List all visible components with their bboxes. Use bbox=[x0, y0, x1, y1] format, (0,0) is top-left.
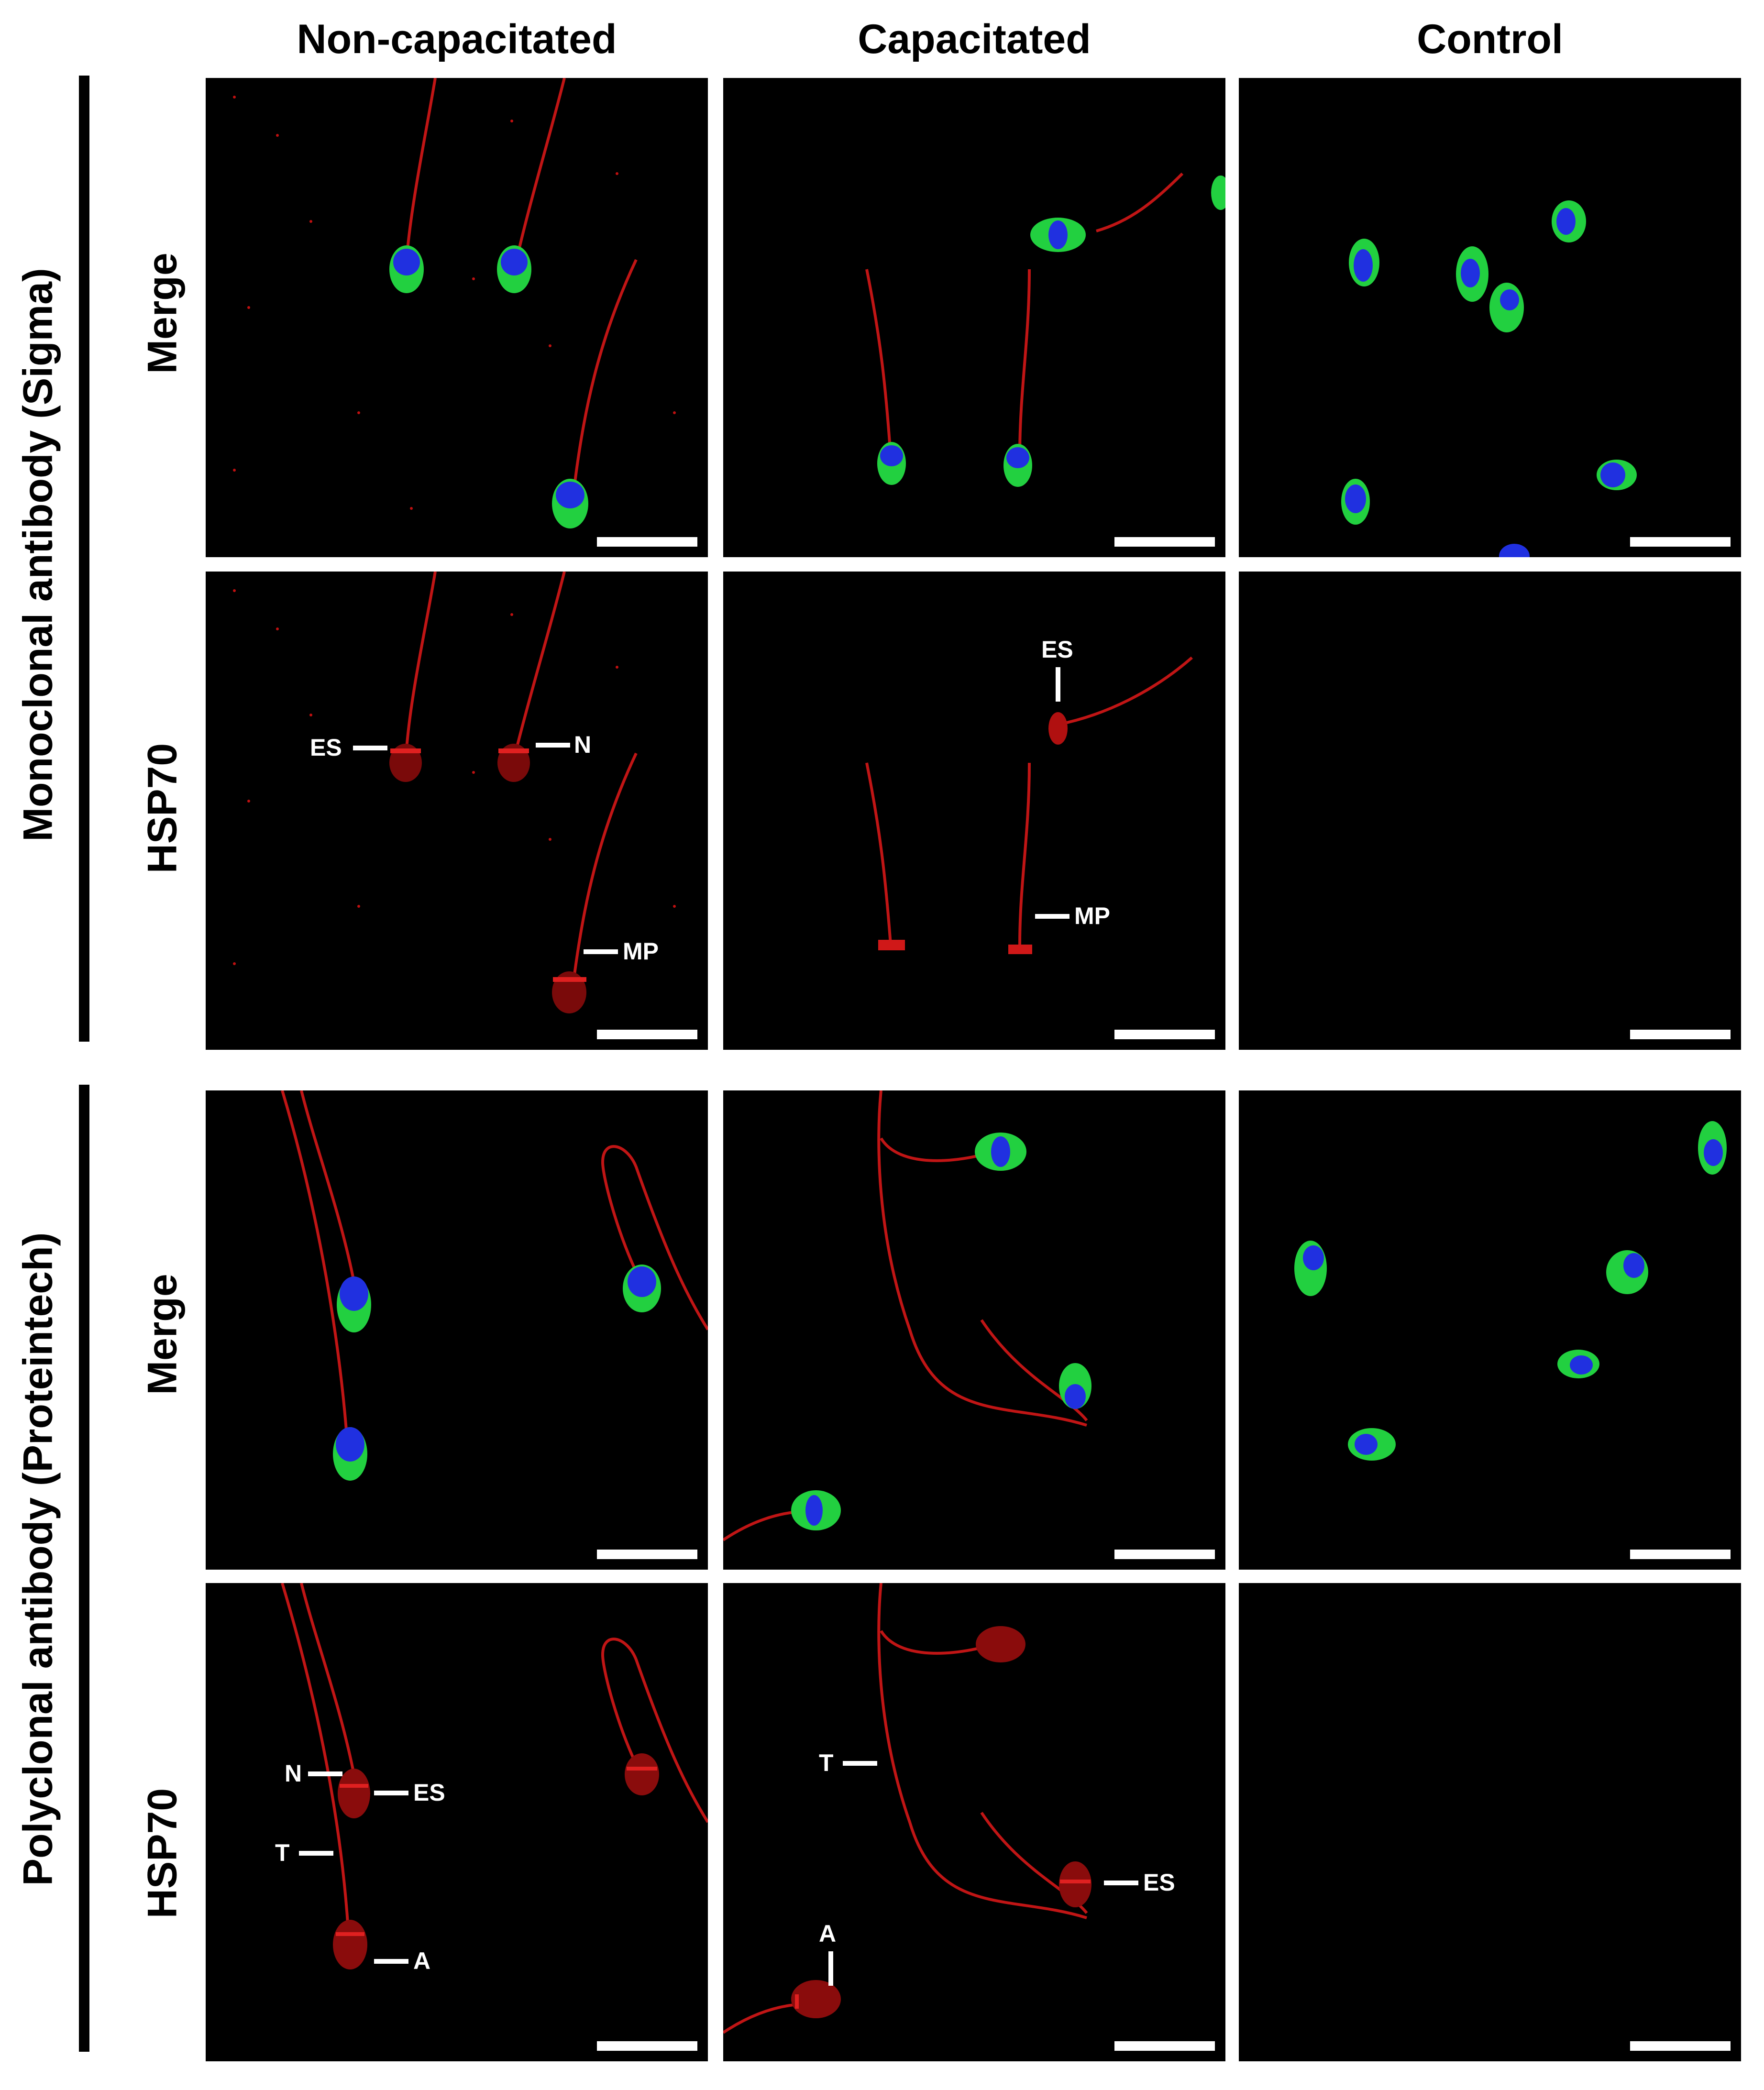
scale-bar bbox=[597, 1550, 697, 1559]
annotation-mp: MP bbox=[623, 938, 659, 965]
group-bar-polyclonal bbox=[79, 1085, 89, 2052]
annotation-t: T bbox=[819, 1749, 834, 1776]
scale-bar bbox=[597, 537, 697, 547]
column-header-non-capacitated: Non-capacitated bbox=[297, 16, 617, 62]
column-header-control: Control bbox=[1417, 16, 1563, 62]
annotation-t: T bbox=[275, 1839, 290, 1866]
scale-bar bbox=[1630, 2041, 1731, 2051]
annotation-es: ES bbox=[1143, 1869, 1175, 1896]
annotation-tick bbox=[536, 743, 570, 748]
scale-bar bbox=[1114, 537, 1215, 547]
panel-merge-cap-poly bbox=[723, 1090, 1225, 1570]
annotation-tick bbox=[584, 949, 618, 954]
panel-merge-control-mono bbox=[1239, 78, 1741, 557]
panel-merge-noncap-poly bbox=[206, 1090, 708, 1570]
group-label-polyclonal: Polyclonal antibody (Proteintech) bbox=[15, 1232, 61, 1886]
annotation-tick bbox=[374, 1791, 408, 1795]
panel-hsp70-control-mono bbox=[1239, 572, 1741, 1050]
panel-hsp70-noncap-poly: N ES T A bbox=[206, 1583, 708, 2061]
annotation-es: ES bbox=[1041, 636, 1073, 663]
annotation-tick bbox=[1056, 667, 1060, 702]
annotation-tick bbox=[828, 1951, 833, 1986]
row-label-hsp70-2: HSP70 bbox=[139, 1788, 186, 1919]
annotation-tick bbox=[308, 1771, 342, 1776]
scale-bar bbox=[1114, 1030, 1215, 1039]
column-header-capacitated: Capacitated bbox=[858, 16, 1091, 62]
annotation-tick bbox=[299, 1851, 333, 1856]
annotation-n: N bbox=[285, 1760, 302, 1787]
scale-bar bbox=[1630, 537, 1731, 547]
annotation-es: ES bbox=[310, 734, 342, 761]
row-label-merge-1: Merge bbox=[139, 253, 186, 374]
annotation-n: N bbox=[574, 731, 592, 758]
group-label-monoclonal: Monoclonal antibody (Sigma) bbox=[15, 268, 61, 842]
panel-merge-noncap-mono bbox=[206, 78, 708, 557]
annotation-tick bbox=[1035, 914, 1069, 919]
scale-bar bbox=[1114, 1550, 1215, 1559]
scale-bar bbox=[1630, 1030, 1731, 1039]
panel-hsp70-cap-poly: T ES A bbox=[723, 1583, 1225, 2061]
annotation-tick bbox=[1104, 1881, 1138, 1885]
annotation-a: A bbox=[819, 1920, 837, 1947]
panel-merge-cap-mono bbox=[723, 78, 1225, 557]
scale-bar bbox=[597, 1030, 697, 1039]
row-label-merge-2: Merge bbox=[139, 1274, 186, 1395]
annotation-tick bbox=[353, 746, 387, 750]
panel-hsp70-control-poly bbox=[1239, 1583, 1741, 2061]
panel-hsp70-cap-mono: ES MP bbox=[723, 572, 1225, 1050]
panel-hsp70-noncap-mono: ES N MP bbox=[206, 572, 708, 1050]
scale-bar bbox=[1114, 2041, 1215, 2051]
annotation-tick bbox=[374, 1959, 408, 1964]
annotation-a: A bbox=[413, 1947, 431, 1974]
annotation-tick bbox=[843, 1761, 877, 1766]
annotation-mp: MP bbox=[1074, 902, 1110, 929]
annotation-es: ES bbox=[413, 1779, 445, 1806]
scale-bar bbox=[597, 2041, 697, 2051]
row-label-hsp70-1: HSP70 bbox=[139, 743, 186, 874]
panel-merge-control-poly bbox=[1239, 1090, 1741, 1570]
group-bar-monoclonal bbox=[79, 76, 89, 1042]
scale-bar bbox=[1630, 1550, 1731, 1559]
